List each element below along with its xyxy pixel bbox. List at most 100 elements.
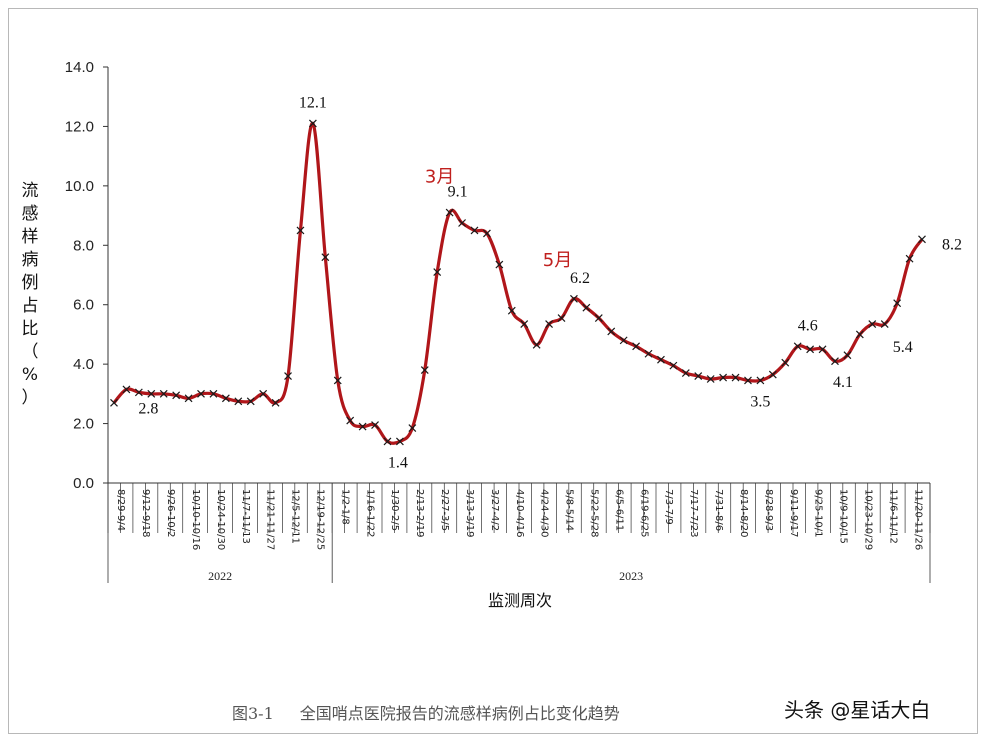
x-tick-label: 9/26-10/2	[165, 489, 176, 538]
y-tick-label: 6.0	[73, 297, 94, 314]
data-point	[408, 424, 417, 432]
month-annotation: 3月	[425, 167, 454, 188]
data-point	[371, 421, 379, 429]
data-point	[134, 388, 143, 397]
data-point	[520, 320, 529, 328]
y-axis-label-char: 比	[22, 319, 39, 339]
x-tick-label: 7/17-7/23	[688, 489, 699, 538]
data-point	[482, 229, 491, 238]
data-point	[632, 342, 641, 351]
x-tick-label: 11/21-11/27	[265, 489, 276, 550]
data-point	[855, 330, 864, 339]
data-point	[619, 336, 628, 345]
x-tick-label: 1/16-1/22	[364, 489, 375, 538]
y-axis-label-char: ）	[22, 388, 39, 408]
data-point	[172, 391, 181, 400]
x-tick-label: 9/11-9/17	[788, 489, 799, 538]
y-axis-label-char: 样	[22, 227, 39, 247]
data-point	[694, 372, 703, 380]
data-label: 8.2	[942, 236, 962, 253]
data-point	[607, 327, 616, 336]
series-lines	[112, 121, 924, 445]
x-tick-label: 7/3-7/9	[663, 489, 674, 525]
data-point	[731, 373, 740, 382]
y-axis-label-char: 例	[22, 273, 39, 293]
data-point	[495, 260, 504, 269]
x-tick-label: 10/10-10/16	[190, 489, 201, 550]
x-tick-label: 12/5-12/11	[290, 489, 301, 544]
data-point	[657, 355, 665, 364]
y-axis-label-char: 感	[22, 204, 39, 224]
data-point	[308, 119, 317, 128]
data-point	[893, 299, 902, 308]
x-tick-label: 8/14-8/20	[738, 489, 749, 538]
x-tick-label: 5/8-5/14	[564, 489, 575, 531]
data-point	[594, 314, 603, 323]
figure-caption-text: 全国哨点医院报告的流感样病例占比变化趋势	[299, 704, 620, 723]
data-point	[296, 226, 305, 235]
x-tick-label: 7/31-8/6	[713, 489, 724, 531]
x-tick-label: 4/24-4/30	[539, 489, 550, 538]
data-point	[644, 349, 653, 358]
data-point	[681, 369, 690, 377]
data-point	[905, 254, 914, 263]
data-label: 12.1	[299, 94, 327, 111]
y-axis-label: 流感样病例占比 （% ）	[22, 181, 39, 408]
x-tick-label: 9/25-10/1	[813, 489, 824, 538]
data-point	[420, 366, 429, 375]
data-point	[756, 376, 765, 385]
figure-caption: 图3-1 全国哨点医院报告的流感样病例占比变化趋势	[232, 700, 646, 724]
data-point	[383, 437, 392, 446]
data-point	[669, 361, 678, 370]
data-point	[197, 389, 205, 398]
data-point	[110, 398, 118, 407]
x-tick-label: 4/10-4/16	[514, 489, 525, 538]
data-point	[570, 294, 578, 303]
x-tick-label: 1/30-2/5	[389, 489, 400, 531]
series-line	[112, 121, 924, 445]
data-point	[744, 376, 752, 385]
y-tick-label: 14.0	[65, 59, 94, 76]
data-point	[333, 376, 342, 385]
data-point-markers	[110, 119, 926, 446]
data-label: 5.4	[893, 339, 913, 356]
data-point	[346, 416, 355, 425]
data-point	[159, 389, 168, 398]
data-point	[445, 208, 454, 217]
x-tick-label: 11/20-11/26	[912, 489, 923, 550]
data-label: 6.2	[570, 270, 590, 287]
data-point	[793, 342, 802, 351]
data-point	[271, 398, 280, 407]
x-tick-label: 10/9-10/15	[838, 489, 849, 544]
data-point	[806, 345, 815, 354]
data-point	[221, 394, 230, 403]
y-tick-label: 4.0	[73, 356, 94, 373]
data-point	[706, 375, 715, 383]
y-tick-label: 2.0	[73, 416, 94, 433]
y-axis-label-char: 流	[22, 181, 39, 201]
data-point	[395, 437, 404, 446]
x-tick-label: 5/22-5/28	[589, 489, 600, 538]
x-tick-label: 8/28-9/3	[763, 489, 774, 531]
data-point	[918, 235, 926, 244]
data-label: 1.4	[388, 454, 408, 471]
x-tick-label: 10/23-10/29	[863, 489, 874, 550]
x-tick-label: 2/13-2/19	[414, 489, 425, 538]
x-tick-label: 1/2-1/8	[339, 489, 350, 525]
data-point	[768, 370, 777, 379]
y-tick-label: 12.0	[65, 118, 94, 135]
y-tick-labels: 0.0 2.0 4.0 6.0 8.0 10.0 12.0 14.0	[65, 59, 94, 492]
watermark: 头条 @星话大白	[784, 698, 931, 722]
x-tick-label: 3/27-4/2	[489, 489, 500, 531]
data-point	[507, 306, 516, 315]
data-label: 2.8	[138, 400, 158, 417]
x-axis-label: 监测周次	[488, 591, 552, 610]
data-point	[433, 268, 442, 276]
chart-frame	[8, 8, 978, 734]
x-tick-label: 10/24-10/30	[215, 489, 226, 550]
data-labels: 2.8 12.1 1.4 9.1 6.2 3.5 4.6 4.1 5.4 8.2	[138, 94, 962, 471]
data-point	[880, 320, 889, 328]
data-point	[122, 385, 131, 394]
y-tick-label: 8.0	[73, 237, 94, 254]
data-point	[582, 303, 591, 312]
